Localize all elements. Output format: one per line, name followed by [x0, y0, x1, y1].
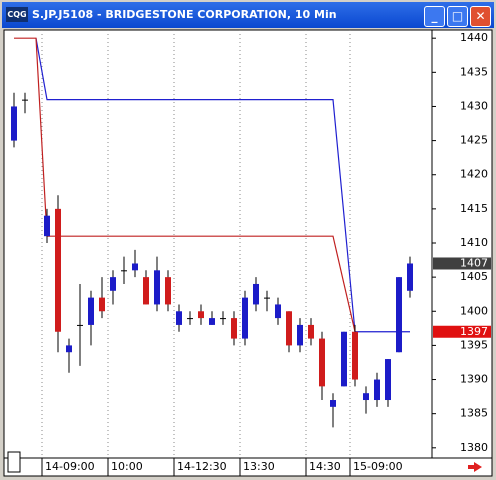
candle-body	[198, 311, 204, 319]
candle-body	[363, 393, 369, 401]
candle-body	[121, 270, 127, 272]
y-tick-label: 1420	[460, 168, 488, 181]
indicator-line	[35, 38, 410, 333]
candle-body	[77, 324, 83, 326]
candle-body	[44, 215, 50, 237]
y-tick-label: 1410	[460, 236, 488, 249]
scroll-handle[interactable]	[7, 451, 21, 473]
candle-body	[264, 297, 270, 299]
y-tick-label: 1400	[460, 304, 488, 317]
candle-body	[220, 318, 226, 320]
y-tick-label: 1440	[460, 31, 488, 44]
candle-body	[286, 311, 292, 346]
candle-body	[99, 297, 105, 312]
x-tick-label: 14-12:30	[177, 460, 227, 473]
window-title: S.JP.J5108 - BRIDGESTONE CORPORATION, 10…	[32, 8, 337, 21]
title-bar: CQG S.JP.J5108 - BRIDGESTONE CORPORATION…	[2, 2, 494, 28]
y-tick-label: 1415	[460, 202, 488, 215]
price-marker	[433, 325, 491, 338]
x-tick-label: 10:00	[111, 460, 143, 473]
candle-body	[374, 379, 380, 401]
y-tick-label: 1380	[460, 441, 488, 454]
candle-body	[352, 331, 358, 380]
candle-body	[143, 277, 149, 305]
candle-body	[132, 263, 138, 271]
scroll-right-arrow[interactable]	[468, 462, 482, 472]
candle-body	[66, 345, 72, 353]
x-tick-label: 13:30	[243, 460, 275, 473]
price-marker	[433, 257, 491, 270]
y-tick-label: 1395	[460, 338, 488, 351]
candle-body	[110, 277, 116, 291]
candle-body	[209, 318, 215, 325]
candle-body	[330, 400, 336, 407]
candle-body	[297, 324, 303, 346]
x-tick-label: 14:30	[309, 460, 341, 473]
candle-body	[231, 318, 237, 339]
x-tick-label: 14-09:00	[45, 460, 95, 473]
y-tick-label: 1405	[460, 270, 488, 283]
candle-body	[22, 99, 28, 101]
app-icon: CQG	[6, 7, 28, 22]
candle-body	[11, 106, 17, 141]
price-marker-label: 1397	[460, 325, 488, 338]
candle-body	[275, 304, 281, 319]
candle-body	[385, 359, 391, 401]
candle-body	[187, 318, 193, 320]
indicator-line	[14, 37, 356, 332]
candle-body	[308, 324, 314, 339]
candle-body	[165, 277, 171, 305]
candle-body	[396, 277, 402, 353]
price-axis	[431, 29, 493, 459]
y-tick-label: 1390	[460, 373, 488, 386]
plot-area	[3, 29, 433, 459]
y-tick-label: 1430	[460, 99, 488, 112]
candle-body	[319, 338, 325, 387]
minimize-button[interactable]: _	[424, 6, 445, 27]
candle-body	[341, 331, 347, 387]
candle-body	[253, 283, 259, 305]
candle-body	[176, 311, 182, 325]
y-tick-label: 1385	[460, 407, 488, 420]
candle-body	[88, 297, 94, 325]
candle-body	[242, 297, 248, 339]
price-marker-label: 1407	[460, 256, 488, 269]
candle-body	[154, 270, 160, 305]
time-axis	[3, 457, 493, 477]
maximize-button[interactable]: □	[447, 6, 468, 27]
y-tick-label: 1425	[460, 134, 488, 147]
y-tick-label: 1435	[460, 65, 488, 78]
x-tick-label: 15-09:00	[353, 460, 403, 473]
candle-body	[407, 263, 413, 291]
close-button[interactable]: ✕	[470, 6, 491, 27]
candle-body	[55, 208, 61, 332]
